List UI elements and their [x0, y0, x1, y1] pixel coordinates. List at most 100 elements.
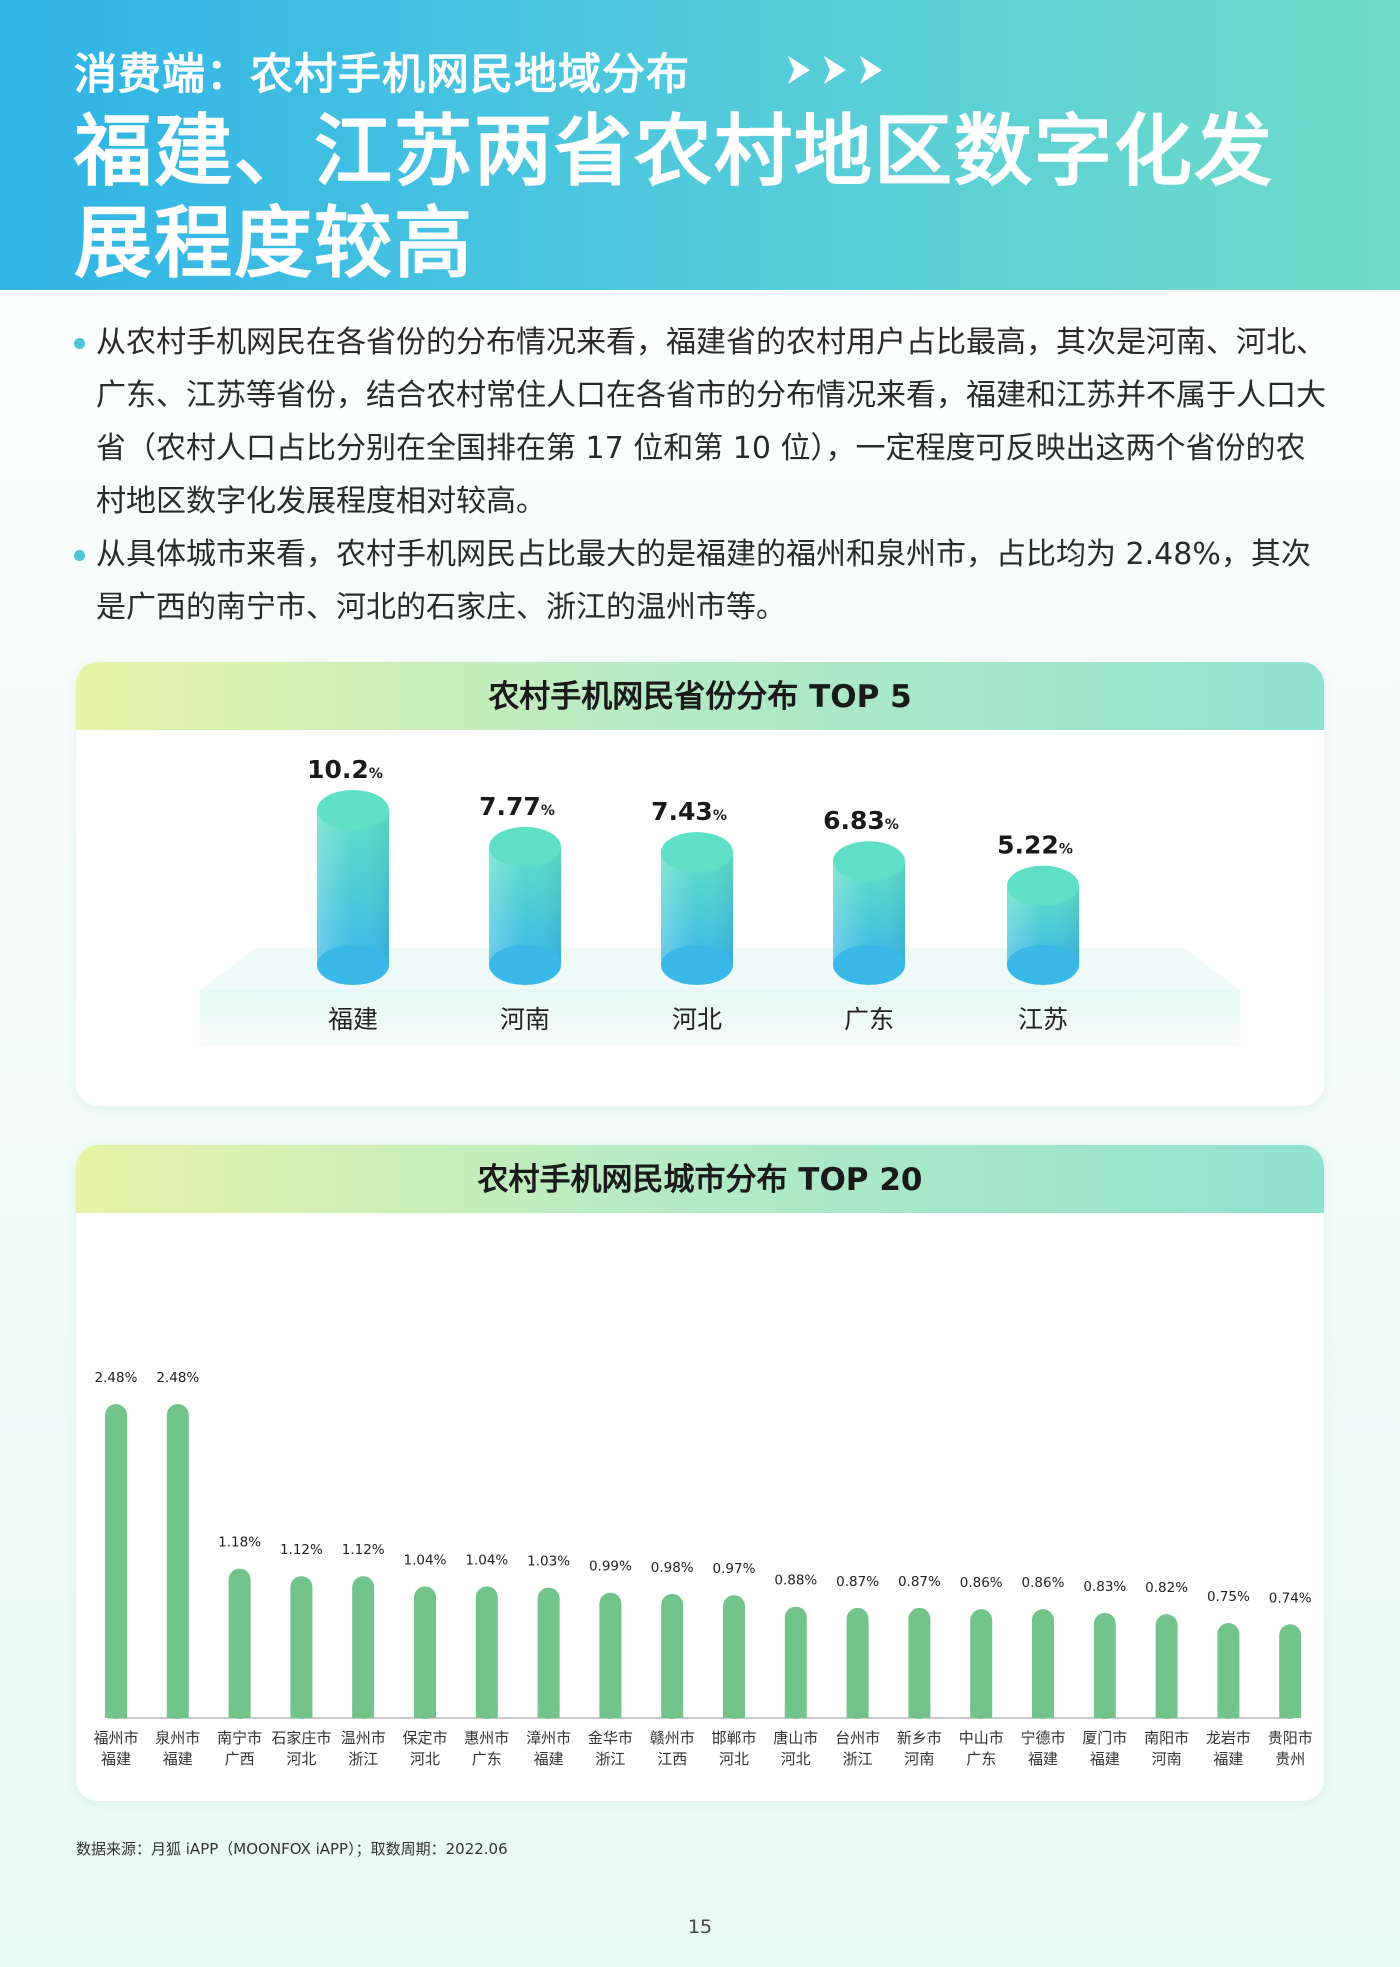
province-label: 河北	[286, 1750, 316, 1768]
bar	[723, 1595, 745, 1719]
data-label: 1.12%	[342, 1542, 385, 1558]
bar-base	[1217, 1707, 1240, 1718]
category-label: 贵阳市	[1268, 1729, 1313, 1747]
bar-cap	[317, 790, 389, 830]
province-label: 福建	[1090, 1750, 1120, 1768]
data-label: 0.97%	[713, 1561, 756, 1577]
bar-base	[105, 1707, 127, 1718]
data-label: 0.74%	[1269, 1590, 1312, 1606]
data-label: 0.82%	[1145, 1580, 1188, 1596]
bar	[1007, 865, 1079, 985]
data-label: 1.18%	[218, 1535, 261, 1551]
bullet-text: 从农村手机网民在各省份的分布情况来看，福建省的农村用户占比最高，其次是河南、河北…	[96, 325, 1326, 519]
bar	[537, 1587, 560, 1719]
bullet-paragraph: 从农村手机网民在各省份的分布情况来看，福建省的农村用户占比最高，其次是河南、河北…	[74, 316, 1326, 528]
bar-base	[475, 1707, 498, 1718]
bar	[846, 1607, 869, 1719]
bar	[833, 841, 905, 985]
bar-base	[846, 1707, 869, 1718]
bar-base	[1155, 1707, 1178, 1718]
data-label: 0.86%	[1022, 1575, 1065, 1591]
category-label: 赣州市	[650, 1729, 695, 1747]
category-label: 福州市	[93, 1729, 138, 1747]
data-label: 5.22%	[997, 831, 1073, 860]
province-label: 广西	[225, 1750, 255, 1768]
category-label: 广东	[844, 1005, 894, 1034]
bar-base	[1279, 1707, 1302, 1718]
bar	[489, 826, 561, 985]
bar-base	[1093, 1707, 1116, 1718]
data-label: 1.12%	[280, 1542, 323, 1558]
data-source: 数据来源：月狐 iAPP（MOONFOX iAPP）；取数周期：2022.06	[76, 1840, 508, 1858]
category-label: 厦门市	[1082, 1729, 1127, 1747]
bullet-dot-icon	[74, 338, 85, 349]
bar	[661, 832, 733, 985]
category-label: 邯郸市	[711, 1729, 756, 1747]
province-label: 贵州	[1275, 1750, 1305, 1768]
category-label: 江苏	[1018, 1005, 1068, 1034]
bar-base	[489, 945, 561, 985]
bar	[105, 1404, 127, 1719]
bar	[352, 1576, 375, 1719]
city-chart-title: 农村手机网民城市分布 TOP 20	[76, 1145, 1324, 1213]
province-label: 广东	[966, 1750, 996, 1768]
data-label: 7.43%	[651, 797, 727, 826]
bar	[1279, 1624, 1302, 1719]
data-label: 0.75%	[1207, 1589, 1250, 1605]
province-label: 河北	[781, 1750, 811, 1768]
bar-base	[414, 1707, 436, 1718]
category-label: 唐山市	[773, 1729, 818, 1747]
data-label: 0.88%	[774, 1573, 817, 1589]
header-banner: 消费端：农村手机网民地域分布 福建、江苏两省农村地区数字化发展程度较高	[0, 0, 1400, 290]
data-label: 7.77%	[479, 792, 555, 821]
province-label: 福建	[1028, 1750, 1058, 1768]
province-label: 福建	[163, 1750, 193, 1768]
category-label: 金华市	[588, 1729, 633, 1747]
bar	[970, 1609, 993, 1719]
bar	[599, 1592, 622, 1719]
category-label: 惠州市	[464, 1729, 509, 1747]
section-kicker: 消费端：农村手机网民地域分布	[74, 50, 690, 100]
category-label: 石家庄市	[271, 1729, 331, 1747]
data-label: 2.48%	[156, 1370, 199, 1386]
category-label: 南阳市	[1144, 1729, 1189, 1747]
page-number: 15	[687, 1916, 713, 1938]
province-label: 河南	[904, 1750, 934, 1768]
category-label: 台州市	[835, 1729, 880, 1747]
bar-base	[661, 945, 733, 985]
bar-base	[537, 1707, 560, 1718]
province-label: 福建	[1213, 1750, 1243, 1768]
category-label: 河北	[672, 1005, 722, 1034]
chart-platform	[200, 990, 1240, 1046]
province-label: 福建	[534, 1750, 564, 1768]
category-label: 温州市	[341, 1729, 386, 1747]
bar	[661, 1593, 684, 1719]
data-label: 6.83%	[823, 806, 899, 835]
province-label: 河北	[410, 1750, 440, 1768]
province-label: 江西	[657, 1750, 687, 1768]
bar-base	[166, 1707, 189, 1718]
bar-base	[290, 1707, 313, 1718]
bar-base	[1007, 945, 1079, 985]
data-label: 1.04%	[404, 1552, 447, 1568]
bullet-paragraph: 从具体城市来看，农村手机网民占比最大的是福建的福州和泉州市，占比均为 2.48%…	[74, 528, 1326, 634]
bar-base	[1032, 1707, 1054, 1718]
province-label: 福建	[101, 1750, 131, 1768]
province-label: 浙江	[595, 1750, 625, 1768]
bullet-dot-icon	[74, 550, 85, 561]
province-label: 浙江	[843, 1750, 873, 1768]
bar-base	[833, 945, 905, 985]
data-label: 0.98%	[651, 1560, 694, 1576]
province-label: 广东	[472, 1750, 502, 1768]
bar	[1217, 1623, 1240, 1719]
bar-base	[970, 1707, 993, 1718]
bar-shade	[317, 810, 389, 965]
data-label: 0.83%	[1083, 1579, 1126, 1595]
category-label: 中山市	[959, 1729, 1004, 1747]
bar	[1155, 1614, 1178, 1719]
bar	[228, 1568, 251, 1719]
bar	[414, 1586, 436, 1719]
bar-base	[599, 1707, 622, 1718]
province-label: 浙江	[348, 1750, 378, 1768]
